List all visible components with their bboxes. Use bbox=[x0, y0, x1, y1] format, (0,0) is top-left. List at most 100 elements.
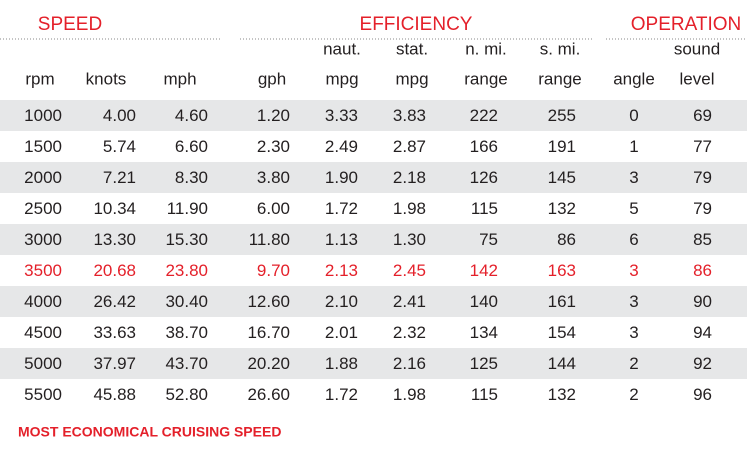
cell: 4.00 bbox=[103, 106, 136, 125]
cell: 2000 bbox=[24, 168, 62, 187]
column-header: gph bbox=[258, 69, 286, 88]
column-header: sound bbox=[674, 39, 720, 58]
cell: 43.70 bbox=[165, 354, 208, 373]
cell: 140 bbox=[470, 292, 498, 311]
cell: 94 bbox=[693, 323, 712, 342]
cell: 6.00 bbox=[257, 199, 290, 218]
cell: 2.45 bbox=[393, 261, 426, 280]
cell: 86 bbox=[693, 261, 712, 280]
cell: 163 bbox=[548, 261, 576, 280]
cell: 26.60 bbox=[247, 385, 290, 404]
column-header: level bbox=[680, 69, 715, 88]
cell: 2 bbox=[629, 354, 638, 373]
column-header: s. mi. bbox=[540, 39, 581, 58]
column-header: mpg bbox=[325, 69, 358, 88]
cell: 2.13 bbox=[325, 261, 358, 280]
cell: 2.87 bbox=[393, 137, 426, 156]
cell: 5500 bbox=[24, 385, 62, 404]
cell: 12.60 bbox=[247, 292, 290, 311]
row-band bbox=[0, 162, 747, 193]
cell: 1.98 bbox=[393, 385, 426, 404]
column-header: range bbox=[538, 69, 581, 88]
cell: 23.80 bbox=[165, 261, 208, 280]
cell: 2 bbox=[629, 385, 638, 404]
cell: 3 bbox=[629, 292, 638, 311]
cell: 37.97 bbox=[93, 354, 136, 373]
cell: 4000 bbox=[24, 292, 62, 311]
cell: 1.30 bbox=[393, 230, 426, 249]
cell: 3.33 bbox=[325, 106, 358, 125]
cell: 5.74 bbox=[103, 137, 136, 156]
column-header: rpm bbox=[25, 69, 54, 88]
row-band bbox=[0, 224, 747, 255]
cell: 1.88 bbox=[325, 354, 358, 373]
cell: 9.70 bbox=[257, 261, 290, 280]
cell: 5 bbox=[629, 199, 638, 218]
cell: 1 bbox=[629, 137, 638, 156]
cell: 144 bbox=[548, 354, 576, 373]
cell: 2.10 bbox=[325, 292, 358, 311]
cell: 15.30 bbox=[165, 230, 208, 249]
group-header: EFFICIENCY bbox=[360, 14, 473, 35]
cell: 75 bbox=[479, 230, 498, 249]
cell: 2.01 bbox=[325, 323, 358, 342]
footnote: MOST ECONOMICAL CRUISING SPEED bbox=[18, 424, 281, 440]
cell: 13.30 bbox=[93, 230, 136, 249]
cell: 86 bbox=[557, 230, 576, 249]
cell: 0 bbox=[629, 106, 638, 125]
cell: 20.20 bbox=[247, 354, 290, 373]
cell: 79 bbox=[693, 168, 712, 187]
cell: 115 bbox=[471, 199, 498, 218]
column-header: n. mi. bbox=[465, 39, 507, 58]
cell: 8.30 bbox=[175, 168, 208, 187]
column-header: knots bbox=[86, 69, 127, 88]
cell: 2.18 bbox=[393, 168, 426, 187]
cell: 166 bbox=[470, 137, 498, 156]
cell: 7.21 bbox=[103, 168, 136, 187]
group-header: SPEED bbox=[38, 14, 102, 35]
group-header: OPERATION bbox=[631, 14, 742, 35]
cell: 92 bbox=[693, 354, 712, 373]
cell: 33.63 bbox=[93, 323, 136, 342]
column-header: mph bbox=[163, 69, 196, 88]
cell: 3.80 bbox=[257, 168, 290, 187]
cell: 1000 bbox=[24, 106, 62, 125]
cell: 134 bbox=[470, 323, 498, 342]
cell: 1.98 bbox=[393, 199, 426, 218]
cell: 2.30 bbox=[257, 137, 290, 156]
cell: 115 bbox=[471, 385, 498, 404]
row-band bbox=[0, 348, 747, 379]
column-header: naut. bbox=[323, 39, 361, 58]
cell: 10.34 bbox=[93, 199, 136, 218]
column-header: mpg bbox=[395, 69, 428, 88]
cell: 11.90 bbox=[167, 199, 208, 218]
cell: 3 bbox=[629, 168, 638, 187]
cell: 4500 bbox=[24, 323, 62, 342]
cell: 222 bbox=[470, 106, 498, 125]
cell: 38.70 bbox=[165, 323, 208, 342]
cell: 1.20 bbox=[257, 106, 290, 125]
cell: 3.83 bbox=[393, 106, 426, 125]
cell: 142 bbox=[470, 261, 498, 280]
cell: 125 bbox=[470, 354, 498, 373]
cell: 2500 bbox=[24, 199, 62, 218]
cell: 5000 bbox=[24, 354, 62, 373]
cell: 3 bbox=[629, 261, 638, 280]
cell: 1.13 bbox=[325, 230, 358, 249]
column-header: angle bbox=[613, 69, 655, 88]
cell: 191 bbox=[548, 137, 576, 156]
cell: 96 bbox=[693, 385, 712, 404]
cell: 132 bbox=[548, 199, 576, 218]
cell: 3500 bbox=[24, 261, 62, 280]
cell: 6.60 bbox=[175, 137, 208, 156]
cell: 1500 bbox=[24, 137, 62, 156]
cell: 20.68 bbox=[93, 261, 136, 280]
cell: 2.32 bbox=[393, 323, 426, 342]
cell: 90 bbox=[693, 292, 712, 311]
cell: 3000 bbox=[24, 230, 62, 249]
cell: 126 bbox=[470, 168, 498, 187]
cell: 45.88 bbox=[93, 385, 136, 404]
cell: 26.42 bbox=[93, 292, 136, 311]
cell: 3 bbox=[629, 323, 638, 342]
